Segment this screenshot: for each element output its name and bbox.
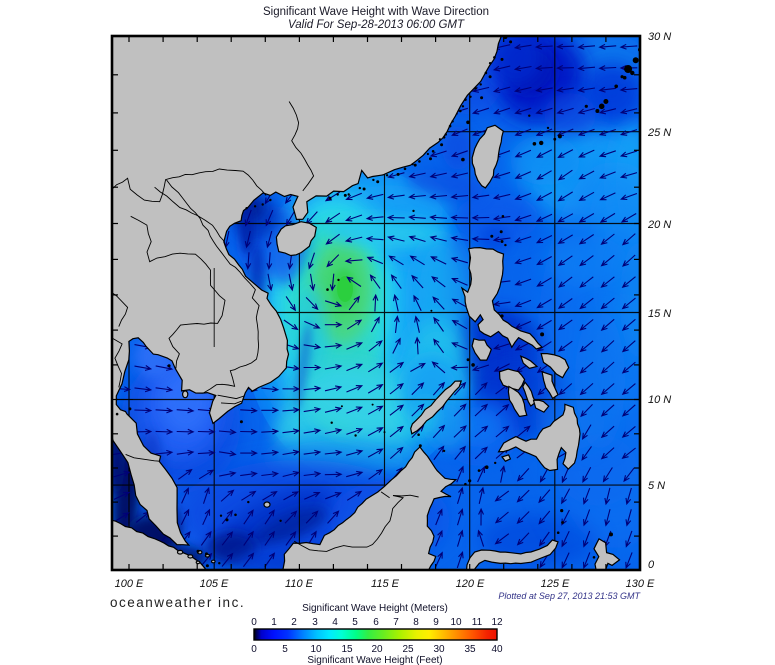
svg-text:1: 1 <box>271 617 277 628</box>
svg-text:Plotted at Sep 27, 2013 21:53: Plotted at Sep 27, 2013 21:53 GMT <box>498 591 641 601</box>
svg-text:Significant Wave Height (Meter: Significant Wave Height (Meters) <box>302 603 448 614</box>
svg-text:9: 9 <box>433 617 439 628</box>
svg-text:25: 25 <box>402 644 414 655</box>
svg-text:oceanweather inc.: oceanweather inc. <box>110 595 245 610</box>
svg-text:10 N: 10 N <box>648 394 671 406</box>
svg-text:5 N: 5 N <box>648 480 665 492</box>
svg-text:130 E: 130 E <box>626 578 655 590</box>
svg-text:Significant Wave Height (Feet): Significant Wave Height (Feet) <box>307 655 442 665</box>
svg-text:0: 0 <box>251 617 257 628</box>
svg-text:20 N: 20 N <box>647 219 671 231</box>
svg-text:2: 2 <box>291 617 297 628</box>
svg-text:15 N: 15 N <box>648 308 671 320</box>
svg-text:105 E: 105 E <box>200 578 229 590</box>
svg-text:20: 20 <box>371 644 383 655</box>
svg-text:0: 0 <box>648 559 655 571</box>
svg-text:Significant Wave Height with W: Significant Wave Height with Wave Direct… <box>263 6 489 18</box>
svg-text:115 E: 115 E <box>371 578 400 590</box>
svg-text:8: 8 <box>413 617 419 628</box>
svg-text:6: 6 <box>373 617 379 628</box>
svg-text:30 N: 30 N <box>648 31 671 43</box>
svg-text:40: 40 <box>491 644 503 655</box>
svg-text:7: 7 <box>393 617 399 628</box>
svg-text:100 E: 100 E <box>115 578 144 590</box>
svg-text:10: 10 <box>310 644 322 655</box>
svg-text:10: 10 <box>450 617 462 628</box>
svg-text:12: 12 <box>491 617 503 628</box>
svg-text:Valid For Sep-28-2013 06:00 GM: Valid For Sep-28-2013 06:00 GMT <box>288 19 465 31</box>
svg-text:30: 30 <box>433 644 445 655</box>
svg-text:5: 5 <box>352 617 358 628</box>
svg-text:15: 15 <box>341 644 353 655</box>
svg-text:35: 35 <box>464 644 476 655</box>
svg-text:0: 0 <box>251 644 257 655</box>
svg-text:11: 11 <box>472 617 483 628</box>
svg-text:5: 5 <box>282 644 288 655</box>
svg-text:120 E: 120 E <box>456 578 485 590</box>
svg-text:125 E: 125 E <box>541 578 570 590</box>
svg-text:3: 3 <box>312 617 318 628</box>
svg-text:110 E: 110 E <box>285 578 314 590</box>
svg-text:4: 4 <box>332 617 338 628</box>
svg-text:25 N: 25 N <box>647 127 671 139</box>
